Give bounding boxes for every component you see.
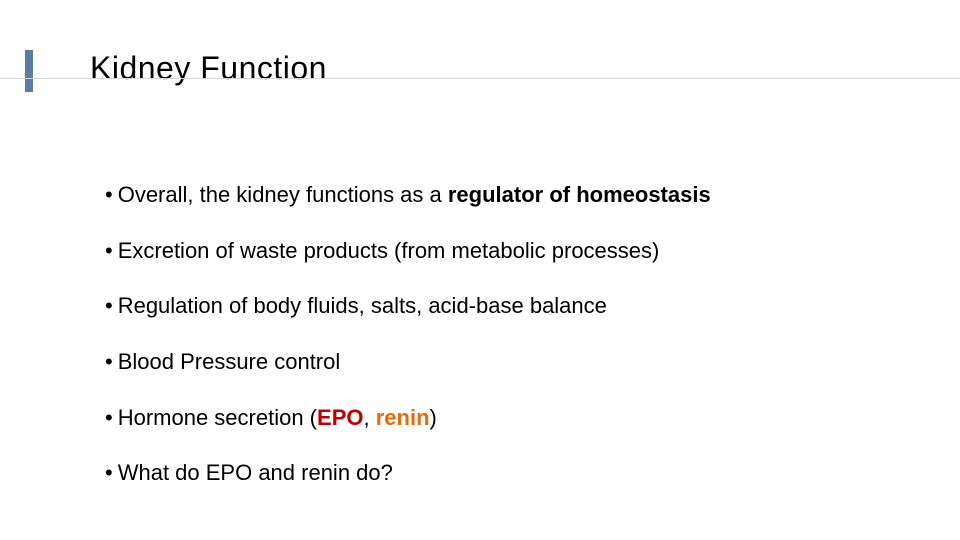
bullet-text-run: Regulation of body fluids, salts, acid-b… [118,293,607,318]
bullet-text-run: renin [376,405,430,430]
slide: Kidney Function •Overall, the kidney fun… [0,0,960,540]
bullet-dot-icon: • [105,182,113,207]
bullet-item: •Blood Pressure control [105,347,865,377]
bullet-dot-icon: • [105,405,113,430]
bullet-item: •Overall, the kidney functions as a regu… [105,180,865,210]
bullet-dot-icon: • [105,238,113,263]
bullet-dot-icon: • [105,293,113,318]
bullet-text-run: Overall, the kidney functions as a [118,182,448,207]
title-area: Kidney Function [0,50,960,110]
bullet-text-run: EPO [317,405,363,430]
bullet-text-run: regulator of homeostasis [448,182,711,207]
bullet-item: •Regulation of body fluids, salts, acid-… [105,291,865,321]
bullet-list: •Overall, the kidney functions as a regu… [105,180,865,514]
bullet-item: •Hormone secretion (EPO, renin) [105,403,865,433]
title-underline [0,78,960,79]
bullet-text-run: What do EPO and renin do? [118,460,393,485]
bullet-item: •What do EPO and renin do? [105,458,865,488]
bullet-dot-icon: • [105,349,113,374]
bullet-text-run: Excretion of waste products (from metabo… [118,238,660,263]
bullet-item: •Excretion of waste products (from metab… [105,236,865,266]
slide-title: Kidney Function [90,50,327,87]
bullet-text-run: Hormone secretion ( [118,405,317,430]
bullet-dot-icon: • [105,460,113,485]
title-accent-bar [25,50,33,92]
bullet-text-run: ) [430,405,437,430]
bullet-text-run: , [363,405,375,430]
bullet-text-run: Blood Pressure control [118,349,341,374]
